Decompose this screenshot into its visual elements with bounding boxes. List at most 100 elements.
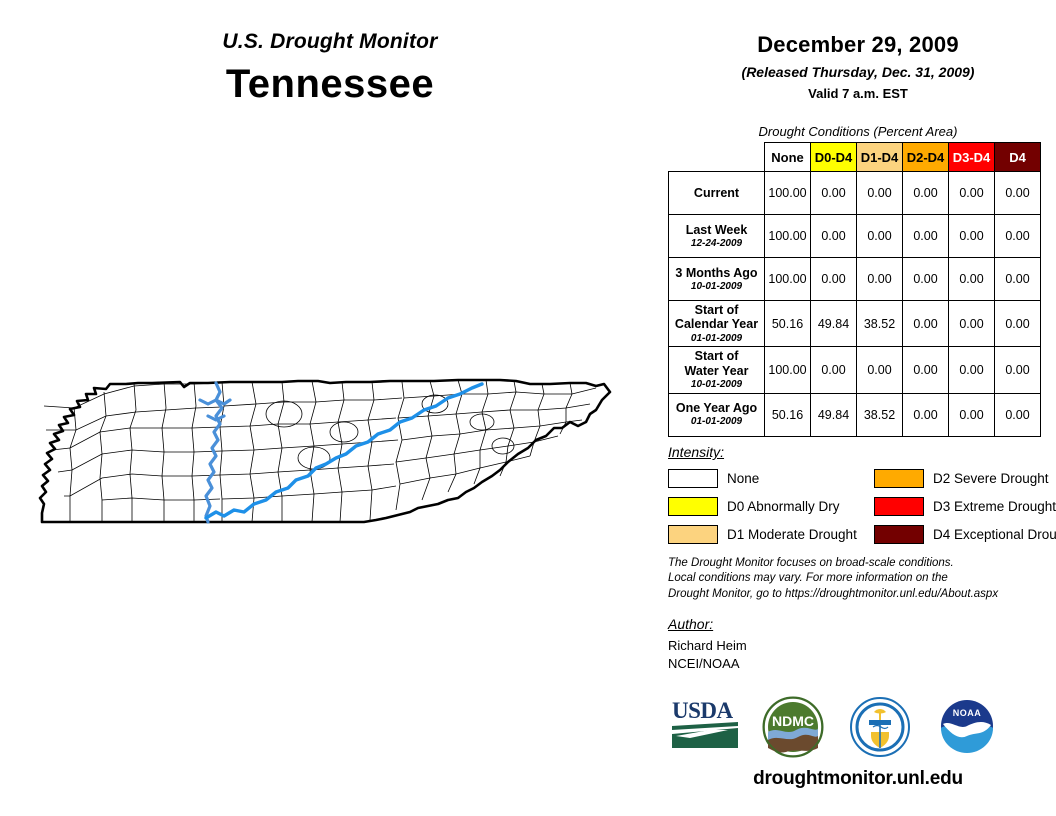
data-cell: 0.00 [948,392,995,437]
site-url: droughtmonitor.unl.edu [753,768,963,789]
data-cell: 0.00 [994,392,1041,437]
row-label-date: 01-01-2009 [690,332,743,344]
data-cell: 0.00 [994,257,1041,301]
svg-text:USDA: USDA [672,698,734,723]
table-header: None D0-D4 D1-D4 D2-D4 D3-D4 D4 [669,142,1041,172]
legend-column-left: None D0 Abnormally Dry D1 Moderate Drought [668,466,857,550]
noaa-logo: NOAA [935,696,999,756]
legend-column-right: D2 Severe Drought D3 Extreme Drought D4 Ex… [874,466,1056,550]
data-cell: 38.52 [856,299,903,348]
footnote-line-2: Local conditions may vary. For more info… [668,572,948,585]
table-body: Current 100.00 0.00 0.00 0.00 0.00 0.00 Last We… [668,171,1041,437]
data-cell: 50.16 [764,392,811,437]
legend-label: None [727,470,760,486]
map-panel: U.S. Drought Monitor Tennessee [30,30,630,545]
row-label: 3 Months Ago 10-01-2009 [668,257,765,301]
data-cell: 49.84 [810,392,857,437]
row-label: One Year Ago 01-01-2009 [668,392,765,437]
author-name: Richard Heim [668,638,747,653]
footnote-line-1: The Drought Monitor focuses on broad-sca… [668,557,954,569]
table-row: One Year Ago 01-01-2009 50.16 49.84 38.52 0.0… [668,392,1041,437]
author-organization: NCEI/NOAA [668,656,740,671]
report-date: December 29, 2009 [757,32,959,57]
footnote: The Drought Monitor focuses on broad-sca… [668,556,1056,602]
data-cell: 0.00 [948,171,995,215]
table-row: Current 100.00 0.00 0.00 0.00 0.00 0.00 [668,171,1041,215]
table-caption: Drought Conditions (Percent Area) [758,124,958,139]
legend-swatch [874,468,924,488]
legend-swatch [668,496,718,516]
legend-label: D1 Moderate Drought [727,526,857,542]
row-label-date: 01-01-2009 [690,416,743,428]
release-date: (Released Thursday, Dec. 31, 2009) [741,64,975,80]
map-tennessee-river [204,382,484,520]
data-cell: 0.00 [856,257,903,301]
row-label-date: 12-24-2009 [690,237,743,249]
tennessee-map-svg [38,378,612,524]
row-label: Start of Water Year 10-01-2009 [668,346,765,394]
legend-item: D3 Extreme Drought [874,494,1056,518]
legend-item: D0 Abnormally Dry [668,494,857,518]
legend-label: D4 Exceptional Drought [933,526,1056,542]
data-cell: 100.00 [764,257,811,301]
svg-text:NOAA: NOAA [953,708,982,718]
data-cell: 0.00 [902,214,949,258]
info-panel: December 29, 2009 (Released Thursday, De… [660,0,1056,816]
data-cell: 0.00 [902,171,949,215]
legend-swatch [668,468,718,488]
state-title: Tennessee [225,62,435,106]
data-cell: 0.00 [810,257,857,301]
ndmc-logo: NDMC [760,696,826,758]
intensity-heading: Intensity: [668,444,725,460]
data-cell: 0.00 [948,257,995,301]
data-cell: 0.00 [856,171,903,215]
column-header-d2-d4: D2-D4 [902,142,949,172]
data-cell: 0.00 [994,299,1041,348]
column-header-d4: D4 [994,142,1041,172]
data-cell: 0.00 [810,346,857,394]
data-cell: 0.00 [994,171,1041,215]
data-cell: 100.00 [764,346,811,394]
valid-time: Valid 7 a.m. EST [808,86,908,101]
data-cell: 50.16 [764,299,811,348]
table-header-row: None D0-D4 D1-D4 D2-D4 D3-D4 D4 [669,142,1041,172]
legend-label: D3 Extreme Drought [933,498,1056,514]
data-cell: 0.00 [902,299,949,348]
column-header-d0-d4: D0-D4 [810,142,857,172]
table-corner-cell [669,143,765,172]
data-cell: 0.00 [810,171,857,215]
data-cell: 0.00 [902,257,949,301]
legend-item: D2 Severe Drought [874,466,1056,490]
data-cell: 0.00 [948,214,995,258]
data-cell: 49.84 [810,299,857,348]
data-cell: 0.00 [902,346,949,394]
logo-row: USDA NDMC [660,696,1056,766]
data-cell: 0.00 [994,346,1041,394]
table-row: Start of Calendar Year 01-01-2009 50.16 49.8… [668,299,1041,348]
column-header-d3-d4: D3-D4 [948,142,995,172]
usda-logo: USDA [670,696,742,754]
row-label-date: 10-01-2009 [690,280,743,292]
table-row: Last Week 12-24-2009 100.00 0.00 0.00 0.00 0.0… [668,214,1041,258]
footnote-line-3: Drought Monitor, go to https://droughtmo… [668,587,999,600]
commerce-seal-logo [848,696,912,758]
row-label: Start of Calendar Year 01-01-2009 [668,299,765,348]
data-cell: 0.00 [856,346,903,394]
data-cell: 100.00 [764,171,811,215]
row-label: Current [668,171,765,215]
row-label: Last Week 12-24-2009 [668,214,765,258]
tennessee-map [30,370,630,545]
legend-swatch [874,496,924,516]
legend-swatch [668,524,718,544]
data-cell: 0.00 [994,214,1041,258]
table-row: Start of Water Year 10-01-2009 100.00 0.00 0.… [668,346,1041,394]
author-heading: Author: [668,616,714,632]
program-title: U.S. Drought Monitor [222,30,438,53]
legend-item: D4 Exceptional Drought [874,522,1056,546]
data-cell: 100.00 [764,214,811,258]
map-rivers [198,381,232,524]
column-header-d1-d4: D1-D4 [856,142,903,172]
svg-text:NDMC: NDMC [772,713,814,729]
map-state-shape [38,378,612,524]
drought-conditions-table: None D0-D4 D1-D4 D2-D4 D3-D4 D4 Current 100.00… [668,142,1041,437]
